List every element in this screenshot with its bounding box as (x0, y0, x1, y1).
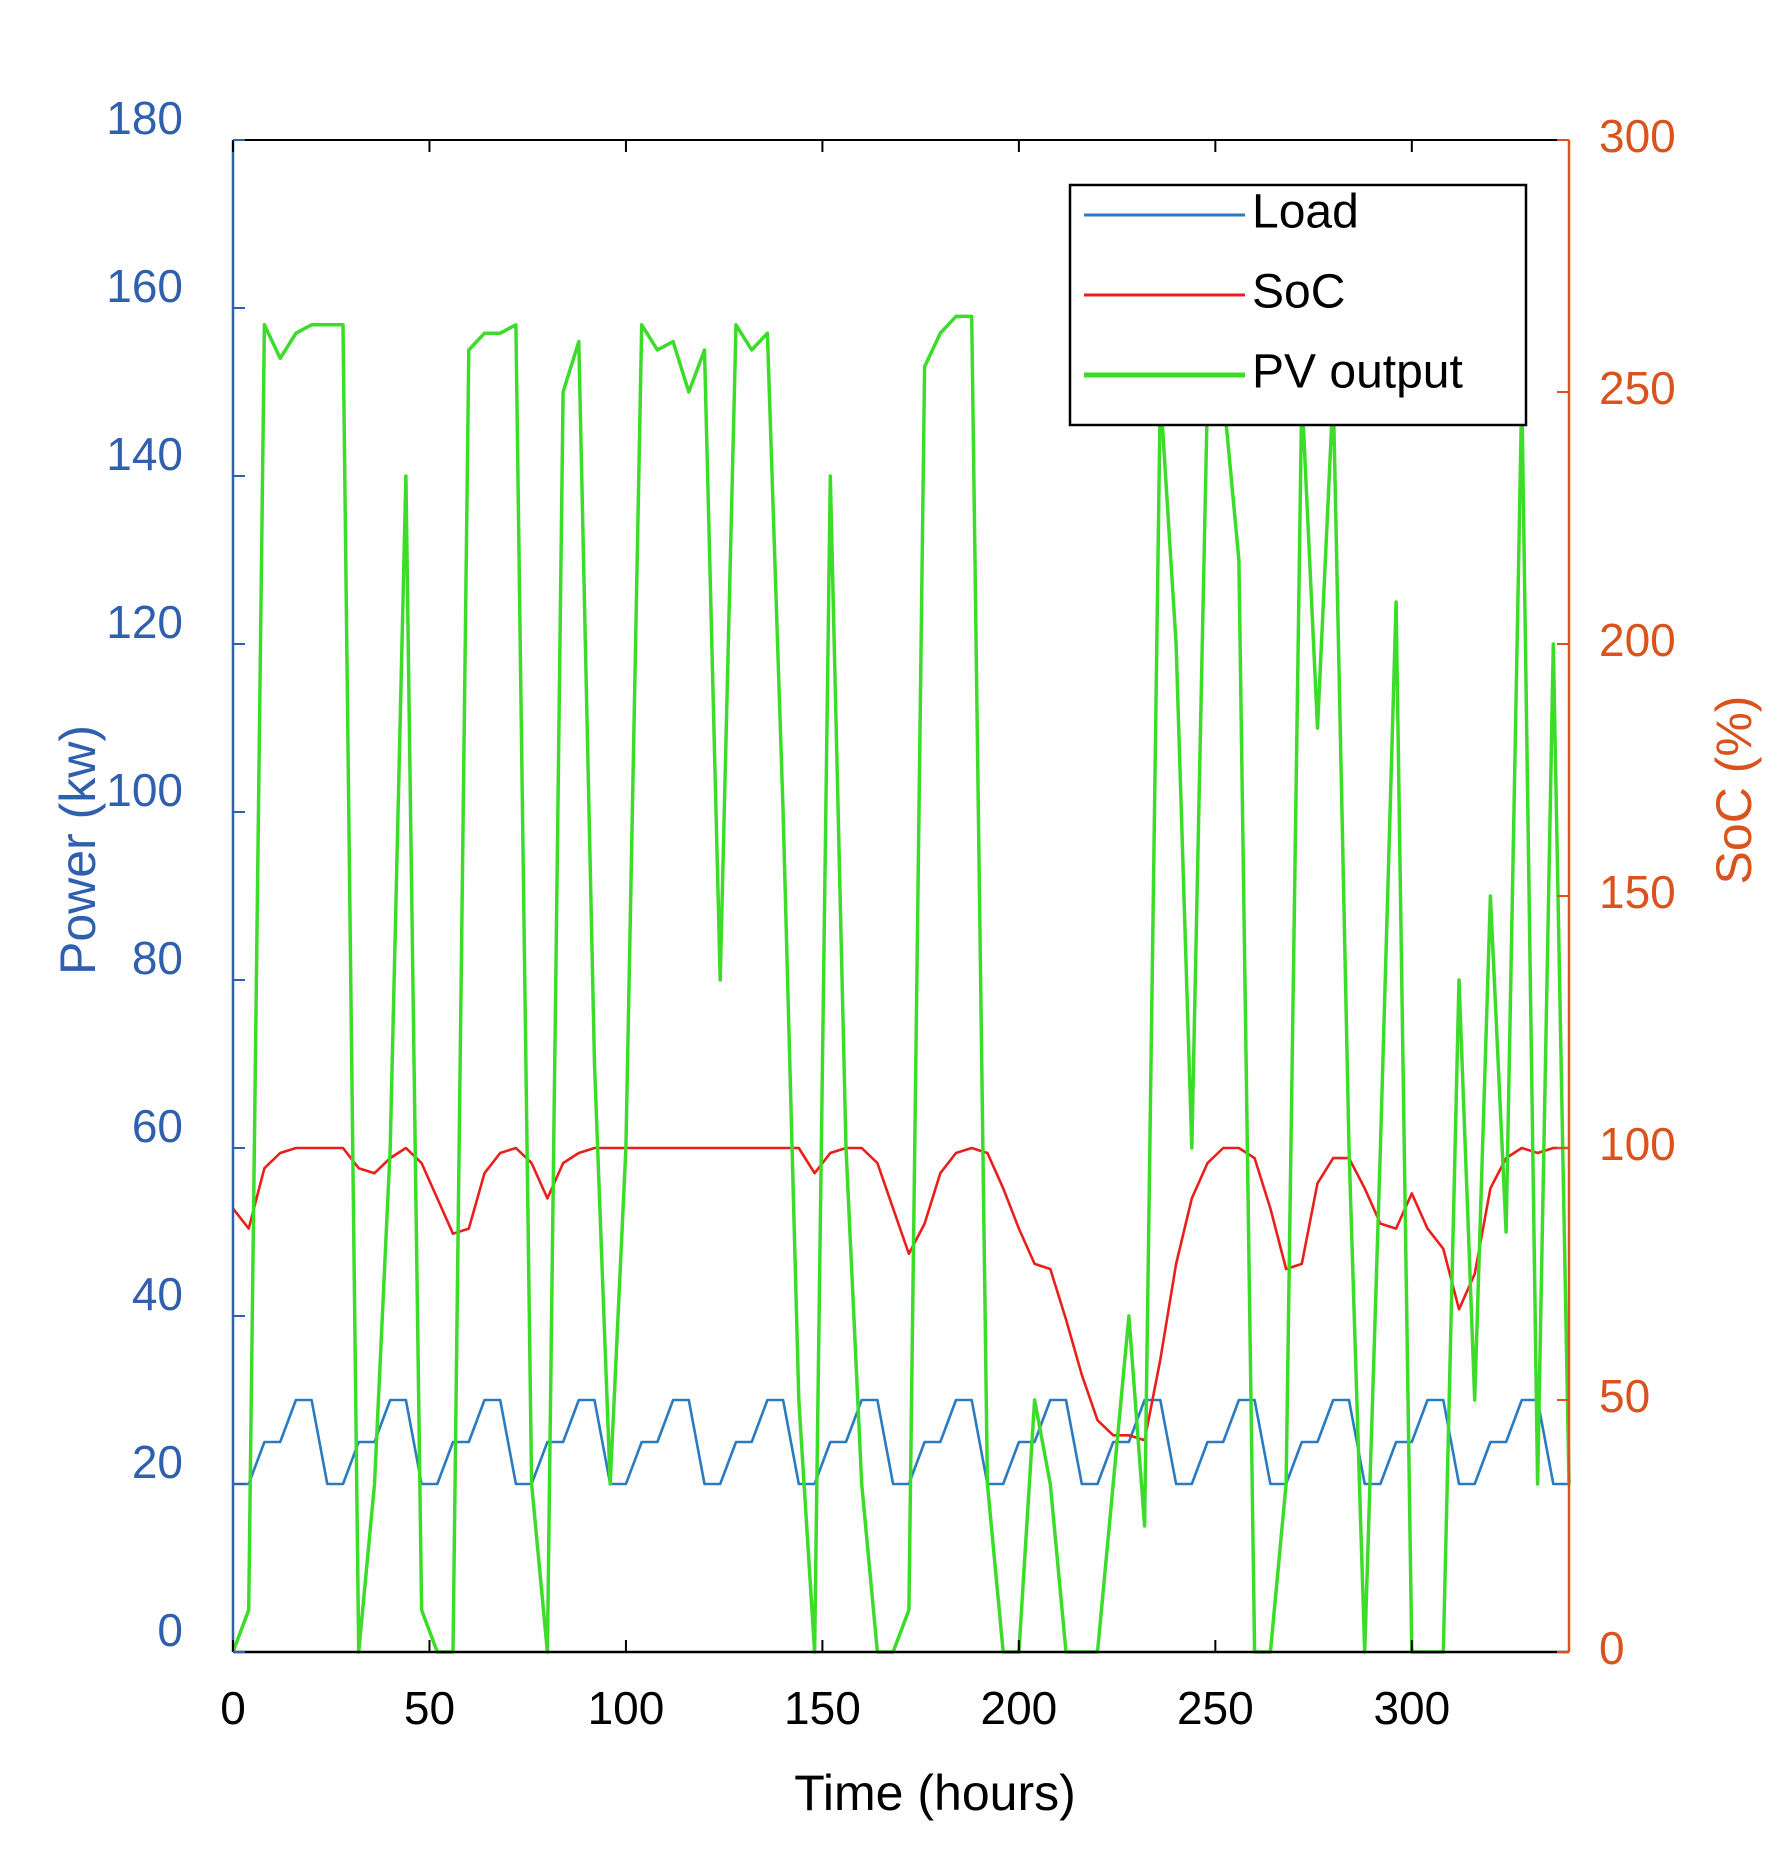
y2-axis-title: SoC (%) (1706, 696, 1762, 885)
x-tick-label: 250 (1177, 1682, 1254, 1734)
y2-tick-label: 200 (1599, 614, 1676, 666)
y-tick-label: 160 (106, 260, 183, 312)
y2-tick-label: 300 (1599, 110, 1676, 162)
legend-box (1068, 183, 1528, 427)
x-tick-label: 150 (784, 1682, 861, 1734)
y2-tick-label: 0 (1599, 1622, 1625, 1674)
x-tick-label: 300 (1373, 1682, 1450, 1734)
y-tick-label: 20 (132, 1436, 183, 1488)
x-tick-label: 100 (588, 1682, 665, 1734)
x-axis-title: Time (hours) (794, 1765, 1076, 1821)
legend-label: SoC (1252, 266, 1345, 319)
series-line (231, 1146, 1569, 1442)
series-line (231, 314, 1571, 1654)
legend-label: PV output (1252, 346, 1463, 399)
y-tick-label: 60 (132, 1100, 183, 1152)
y-tick-label: 120 (106, 596, 183, 648)
x-tick-label: 200 (981, 1682, 1058, 1734)
y-axis-title: Power (kw) (50, 725, 106, 975)
y-tick-label: 100 (106, 764, 183, 816)
y2-tick-label: 250 (1599, 362, 1676, 414)
y-tick-label: 180 (106, 92, 183, 144)
y2-tick-label: 150 (1599, 866, 1676, 918)
y-tick-label: 40 (132, 1268, 183, 1320)
y2-tick-label: 50 (1599, 1370, 1650, 1422)
y-tick-label: 140 (106, 428, 183, 480)
x-tick-label: 50 (404, 1682, 455, 1734)
y-tick-label: 0 (157, 1604, 183, 1656)
y-tick-label: 80 (132, 932, 183, 984)
x-tick-label: 0 (220, 1682, 246, 1734)
legend-label: Load (1252, 186, 1359, 239)
y2-tick-label: 100 (1599, 1118, 1676, 1170)
